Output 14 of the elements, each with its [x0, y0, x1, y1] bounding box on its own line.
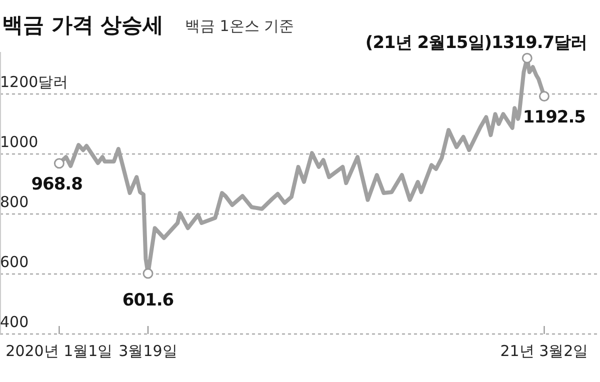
annotation: 968.8	[31, 174, 82, 194]
chart-subtitle: 백금 1온스 기준	[185, 17, 294, 35]
chart-title: 백금 가격 상승세	[2, 13, 164, 37]
y-tick-label: 1200달러	[0, 73, 68, 91]
y-tick-label: 1000	[0, 133, 38, 151]
y-tick-label: 800	[0, 193, 29, 211]
y-tick-label: 400	[0, 313, 29, 331]
annotation: 601.6	[122, 290, 174, 311]
annotation: 1192.5	[522, 107, 586, 128]
x-tick-label: 21년 3월2일	[500, 342, 588, 360]
y-tick-label: 600	[0, 253, 29, 271]
annotation: (21년 2월15일)1319.7달러	[365, 33, 588, 54]
x-tick-label: 2020년 1월1일	[6, 342, 113, 360]
x-tick-label: 3월19일	[118, 342, 178, 360]
